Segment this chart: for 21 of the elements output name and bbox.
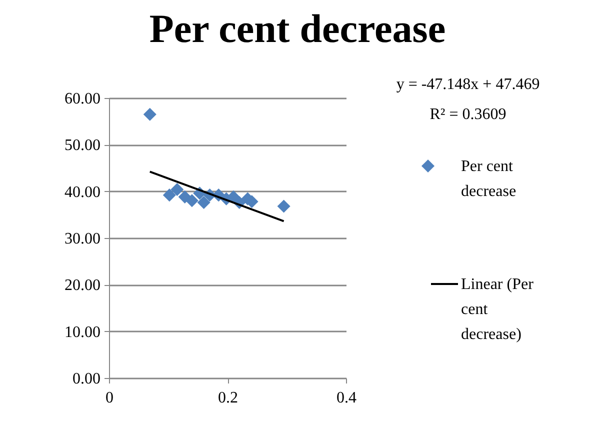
text: y = -47.148x + 47.469 (396, 76, 540, 93)
text: R² = 0.3609 (430, 106, 506, 123)
y-tick-label: 50.00 (64, 137, 100, 154)
x-tick-label: 0.2 (218, 390, 238, 406)
y-tick-label: 0.00 (72, 370, 100, 388)
x-tick-label: 0.4 (336, 390, 356, 406)
legend-label: Per cent decrease (461, 158, 516, 200)
legend-label: Linear (Per cent decrease) (461, 276, 534, 343)
point (170, 182, 184, 196)
point (143, 108, 156, 121)
point (277, 200, 290, 213)
point (185, 194, 198, 208)
x-tick-label: 0 (106, 390, 114, 406)
y-tick-label: 10.00 (64, 324, 100, 341)
y-tick-label: 30.00 (64, 230, 100, 248)
point (162, 188, 176, 202)
y-tick-label: 20.00 (64, 277, 100, 294)
chart-title: Per cent decrease (149, 6, 446, 51)
y-tick-label: 60.00 (64, 90, 100, 108)
point (197, 196, 210, 210)
y-tick-label: 40.00 (64, 184, 100, 201)
